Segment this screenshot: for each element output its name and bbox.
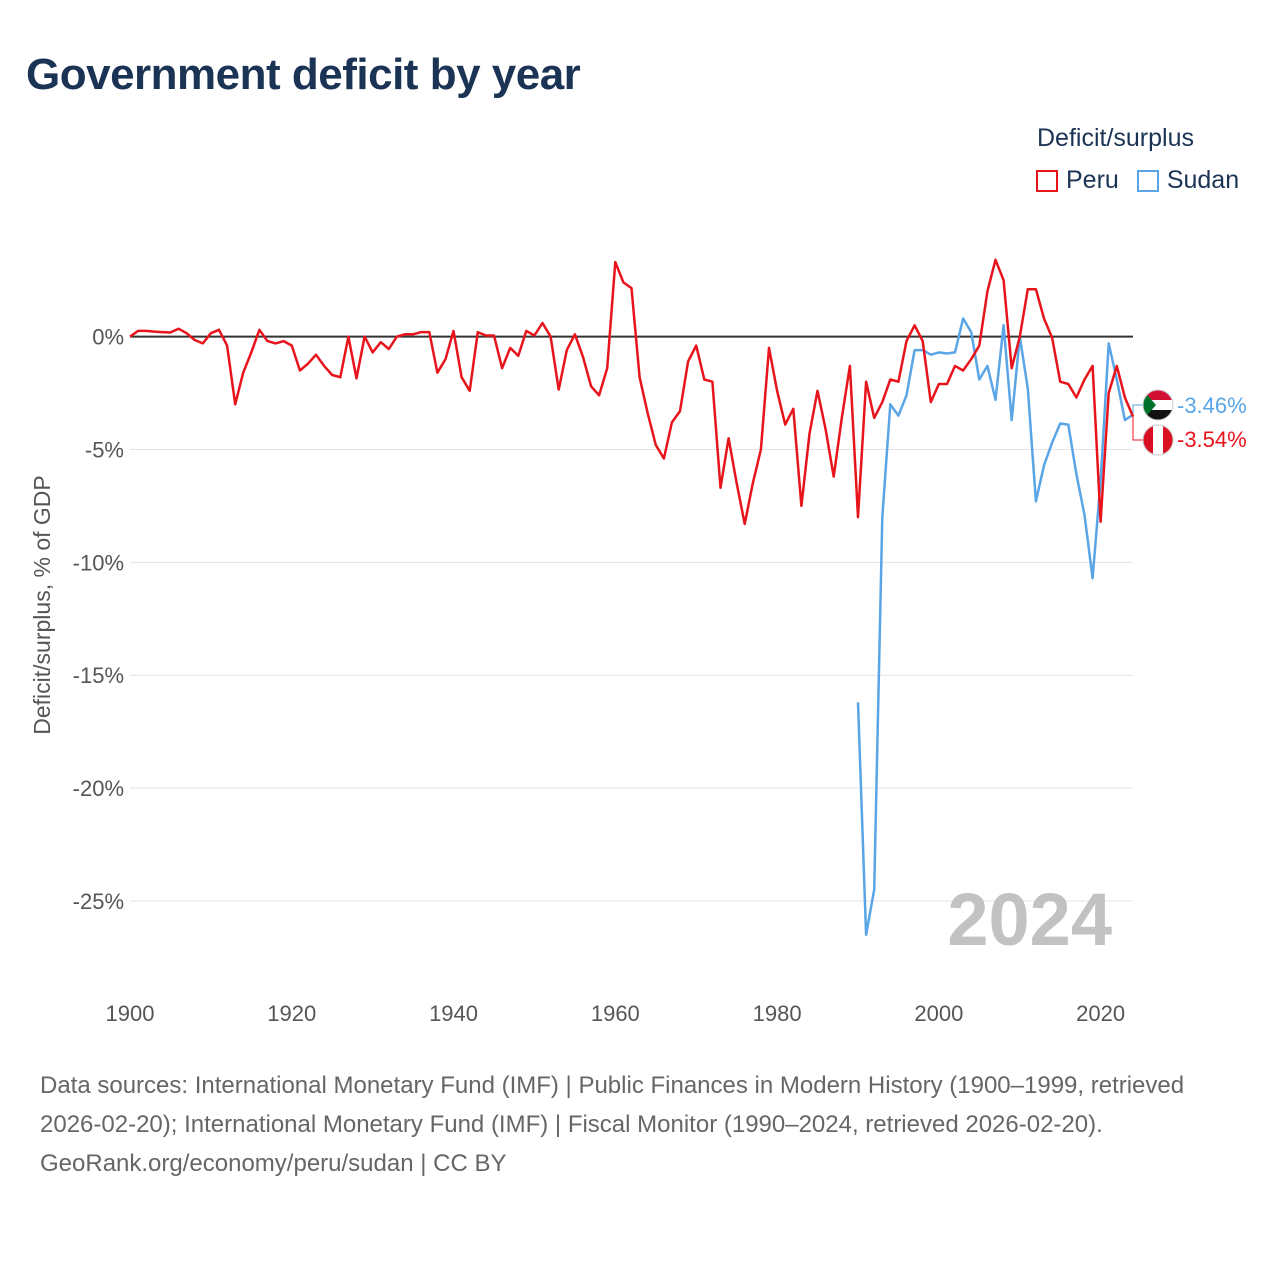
y-tick-label: -25% [73,889,124,914]
sudan-flag-icon [1143,390,1173,420]
series-line-sudan[interactable] [856,317,1134,937]
footer: Data sources: International Monetary Fun… [40,1066,1240,1183]
y-tick-label: -15% [73,663,124,688]
year-watermark: 2024 [947,878,1112,961]
chart-title: Government deficit by year [26,50,581,99]
series-layer [129,258,1143,937]
legend-item-sudan[interactable]: Sudan [1136,166,1240,195]
y-tick-labels: 0% -5% -10% -15% -20% -25% [73,325,124,914]
y-tick-label: -20% [73,776,124,801]
x-tick-label: 1960 [591,1001,640,1026]
x-tick-label: 2000 [914,1001,963,1026]
legend-swatch-sudan [1136,169,1159,192]
x-tick-label: 1980 [753,1001,802,1026]
peru-end-label: -3.54% [1177,427,1247,452]
legend-title: Deficit/surplus [1037,124,1194,152]
peru-flag-icon [1143,425,1173,455]
x-tick-label: 1920 [267,1001,316,1026]
legend-label-peru: Peru [1066,166,1119,194]
x-tick-label: 1900 [106,1001,155,1026]
sudan-end-label: -3.46% [1177,393,1247,418]
end-connector-sudan [1132,404,1143,415]
series-line-peru[interactable] [129,258,1135,526]
end-connector-peru [1132,416,1143,441]
chart: 0%-5%-10%-15%-20%-25% 1900 1920 1940 1960 19… [29,258,1247,1026]
credit-link[interactable]: GeoRank.org/economy/peru/sudan | CC BY [40,1150,507,1177]
y-gridlines [130,448,1133,902]
y-tick-label: -5% [85,437,124,462]
legend-swatch-peru [1036,169,1058,192]
x-tick-label: 1940 [429,1001,478,1026]
x-tick-label: 2020 [1076,1001,1125,1026]
legend-label-sudan: Sudan [1166,166,1240,194]
data-sources: Data sources: International Monetary Fun… [40,1072,1185,1138]
x-tick-labels: 1900 1920 1940 1960 1980 2000 2020 [106,1001,1126,1026]
legend: Peru Sudan [1036,166,1257,195]
y-tick-label: -10% [73,550,124,575]
legend-item-peru[interactable]: Peru [1036,166,1119,195]
y-tick-label: 0% [92,325,124,350]
y-axis-label: Deficit/surplus, % of GDP [29,475,55,734]
